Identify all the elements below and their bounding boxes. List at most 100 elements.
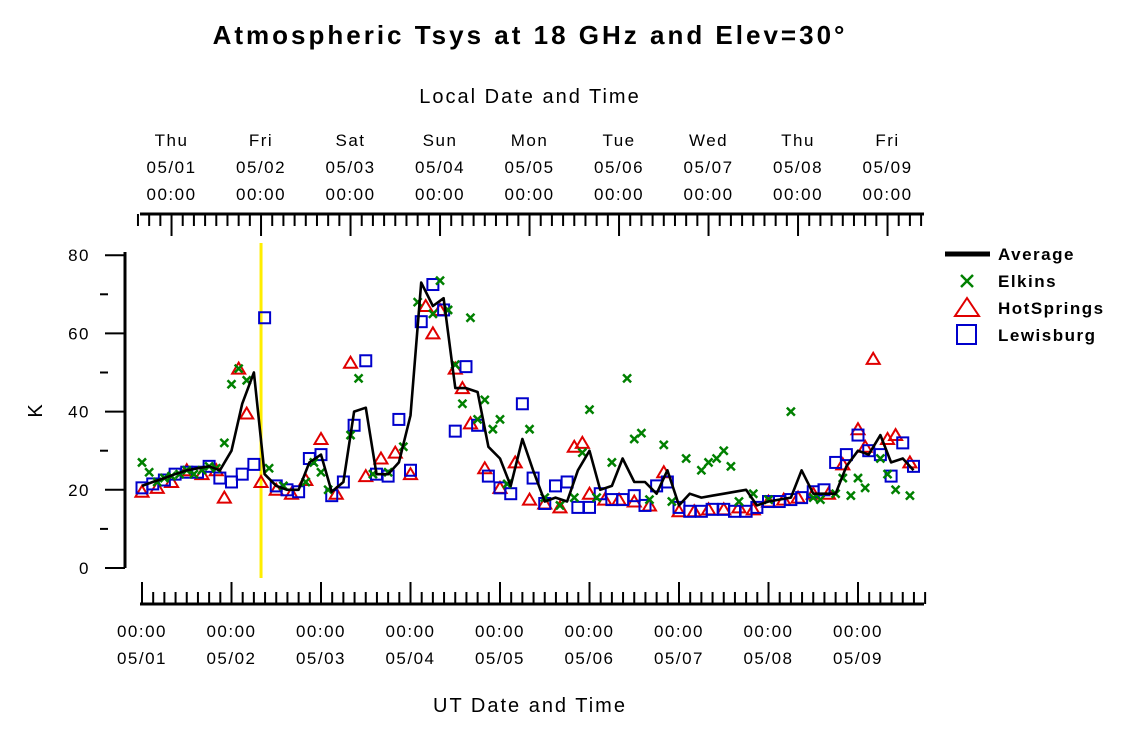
data-point-elkins [785, 406, 796, 417]
series-group [133, 275, 920, 518]
data-point-lewisburg [235, 467, 249, 481]
data-point-lewisburg [627, 489, 641, 503]
data-point-hotsprings [745, 501, 762, 516]
bottom-tick-date: 05/08 [743, 649, 793, 668]
data-point-elkins [853, 473, 863, 483]
data-point-elkins [524, 424, 535, 435]
legend: Average Elkins HotSprings Lewisburg [945, 245, 1105, 345]
data-point-lewisburg [258, 311, 272, 325]
data-point-hotsprings [856, 438, 874, 453]
top-tick-day: Sun [423, 131, 458, 150]
data-point-elkins [734, 496, 744, 507]
data-point-hotsprings [521, 491, 538, 506]
data-point-lewisburg [359, 354, 373, 368]
data-point-elkins [137, 457, 147, 468]
data-point-elkins [882, 469, 893, 480]
data-point-lewisburg [426, 278, 440, 292]
data-point-hotsprings [610, 491, 628, 506]
series-lewisburg [135, 278, 920, 518]
data-point-lewisburg [448, 424, 462, 438]
data-point-elkins [591, 492, 602, 503]
legend-label-average: Average [998, 245, 1075, 264]
top-tick-day: Mon [511, 131, 549, 150]
data-point-hotsprings [864, 350, 882, 365]
top-tick-date: 05/08 [773, 158, 823, 177]
data-point-elkins [353, 373, 364, 384]
data-point-hotsprings [327, 485, 345, 500]
bottom-tick-time: 00:00 [296, 622, 346, 641]
x-axis-label: UT Date and Time [433, 695, 627, 717]
data-point-elkins [465, 312, 476, 323]
data-point-hotsprings [670, 503, 688, 518]
chart-title: Atmospheric Tsys at 18 GHz and Elev=30° [213, 20, 848, 50]
top-tick-time: 00:00 [505, 185, 555, 204]
data-point-elkins [555, 500, 565, 511]
data-point-hotsprings [417, 298, 434, 313]
top-tick-day: Thu [155, 131, 189, 150]
data-point-elkins [472, 414, 483, 425]
data-point-lewisburg [839, 448, 853, 462]
top-tick-date: 05/05 [505, 158, 555, 177]
data-point-hotsprings [133, 483, 151, 498]
top-tick-date: 05/01 [147, 158, 197, 177]
data-point-elkins [703, 457, 714, 468]
data-point-elkins [644, 494, 655, 505]
data-point-elkins [815, 494, 826, 505]
data-point-lewisburg [638, 498, 652, 512]
data-point-lewisburg [404, 463, 417, 477]
data-point-elkins [860, 482, 871, 493]
legend-label-elkins: Elkins [998, 272, 1057, 291]
data-point-hotsprings [148, 479, 166, 494]
y-tick-label: 0 [79, 559, 90, 578]
data-point-elkins [316, 467, 326, 478]
data-point-elkins [427, 308, 438, 319]
legend-label-lewisburg: Lewisburg [998, 326, 1097, 345]
data-point-elkins [219, 437, 230, 448]
data-point-lewisburg [583, 500, 596, 514]
data-point-hotsprings [387, 444, 404, 459]
top-tick-day: Tue [602, 131, 635, 150]
data-point-hotsprings [730, 499, 748, 514]
y-tick-label: 80 [68, 246, 90, 265]
data-point-lewisburg [314, 448, 328, 462]
top-tick-time: 00:00 [326, 185, 376, 204]
data-point-elkins [577, 447, 588, 458]
data-point-hotsprings [252, 474, 270, 488]
legend-label-hotsprings: HotSprings [998, 299, 1105, 318]
data-point-hotsprings [342, 354, 359, 369]
bottom-tick-time: 00:00 [564, 622, 614, 641]
top-tick-time: 00:00 [684, 185, 734, 204]
data-point-lewisburg [247, 457, 261, 471]
data-point-elkins [144, 467, 155, 478]
data-point-elkins [226, 379, 237, 390]
data-point-hotsprings [230, 360, 247, 375]
bottom-tick-time: 00:00 [117, 622, 167, 641]
data-point-elkins [606, 457, 617, 468]
top-tick-time: 00:00 [236, 185, 286, 204]
data-point-elkins [711, 453, 722, 464]
bottom-tick-date: 05/05 [475, 649, 525, 668]
data-point-hotsprings [574, 434, 591, 449]
data-point-hotsprings [238, 405, 255, 420]
data-point-elkins [666, 496, 677, 507]
top-tick-time: 00:00 [415, 185, 465, 204]
data-point-hotsprings [476, 460, 494, 475]
data-point-hotsprings [551, 499, 569, 514]
data-point-lewisburg [906, 459, 920, 473]
data-point-elkins [264, 463, 274, 474]
data-point-hotsprings [887, 427, 904, 442]
data-point-elkins [584, 404, 595, 415]
series-hotsprings [133, 298, 919, 518]
data-point-lewisburg [481, 469, 495, 483]
data-point-hotsprings [357, 468, 375, 483]
y-tick-label: 40 [68, 403, 90, 422]
top-tick-day: Wed [689, 131, 728, 150]
data-point-lewisburg [515, 397, 529, 411]
data-point-elkins [890, 484, 901, 495]
legend-swatch-lewisburg [956, 324, 977, 345]
bottom-tick-time: 00:00 [206, 622, 256, 641]
data-point-hotsprings [402, 466, 419, 481]
top-tick-date: 05/04 [415, 158, 465, 177]
y-tick-label: 60 [68, 324, 90, 343]
